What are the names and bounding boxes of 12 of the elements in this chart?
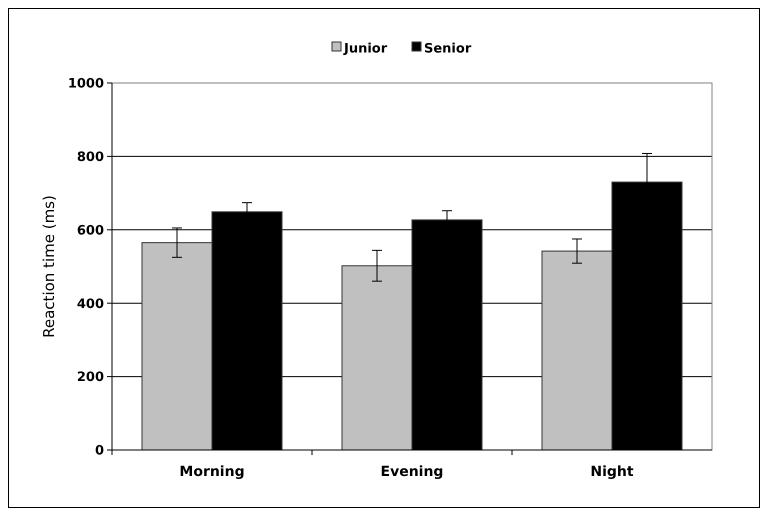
y-tick-label: 1000 bbox=[68, 76, 104, 92]
legend-label: Junior bbox=[343, 42, 388, 57]
x-tick-label: Morning bbox=[179, 464, 245, 480]
y-tick-label: 400 bbox=[76, 296, 104, 312]
legend-label: Senior bbox=[424, 42, 472, 57]
y-tick-label: 200 bbox=[76, 370, 104, 386]
y-tick-label: 800 bbox=[76, 150, 104, 165]
x-tick-label: Evening bbox=[380, 464, 444, 480]
y-tick-label: 0 bbox=[94, 444, 104, 459]
y-axis-title: Reaction time (ms) bbox=[40, 195, 58, 338]
x-tick-label: Night bbox=[590, 464, 634, 480]
y-tick-label: 600 bbox=[76, 223, 104, 238]
